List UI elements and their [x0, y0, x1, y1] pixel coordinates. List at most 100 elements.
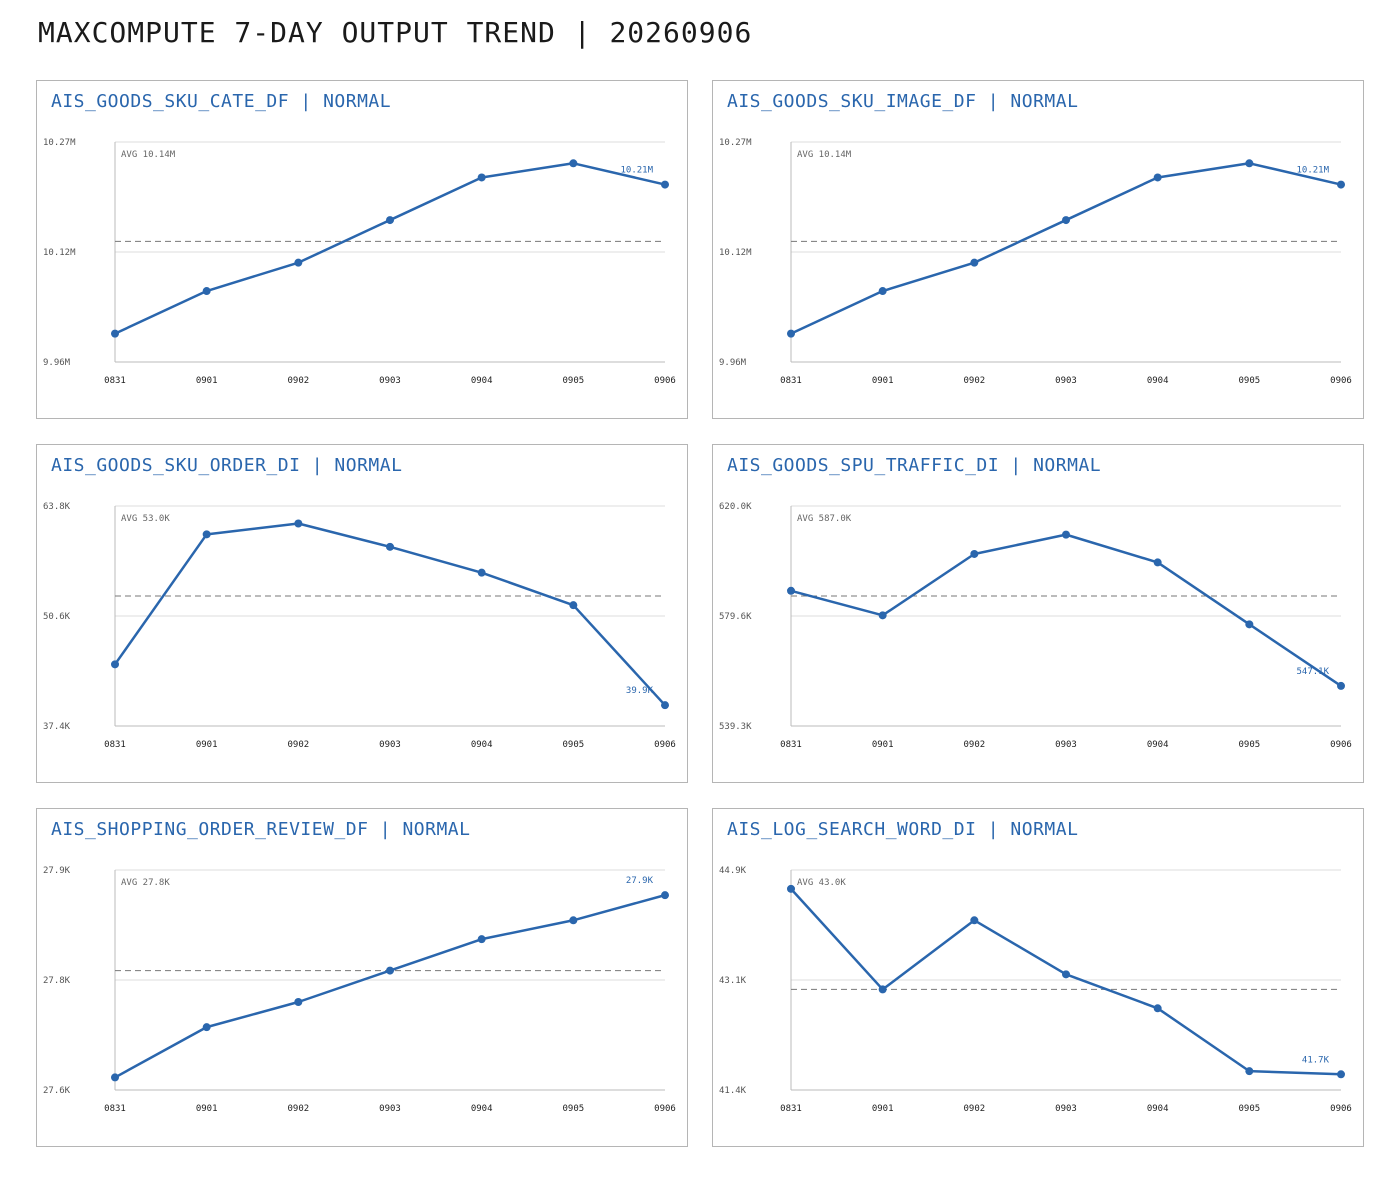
- x-tick-label: 0903: [379, 1104, 401, 1114]
- data-point: [787, 329, 795, 338]
- x-tick-label: 0905: [562, 376, 584, 386]
- series-line: [790, 533, 1342, 687]
- x-tick-label: 0904: [1147, 1104, 1169, 1114]
- chart-panel-search-word: AIS_LOG_SEARCH_WORD_DI | NORMAL 44.9K 43.…: [712, 808, 1364, 1147]
- chart-svg: 63.8K 50.6K 37.4K 0831 0901 0902 0903 0904 0905 0…: [43, 502, 676, 750]
- data-point: [1337, 180, 1345, 189]
- data-point: [386, 216, 394, 225]
- data-point: [970, 258, 979, 267]
- x-tick-label: 0901: [872, 740, 894, 750]
- x-tick-label: 0906: [1330, 740, 1352, 750]
- last-value-label: 39.9K: [626, 686, 654, 696]
- x-tick-label: 0904: [471, 376, 493, 386]
- data-point: [787, 884, 795, 893]
- data-point: [294, 258, 303, 267]
- x-tick-label: 0831: [780, 1104, 802, 1114]
- chart-svg: 44.9K 43.1K 41.4K 0831 0901 0902 0903 0904 0905 0…: [719, 866, 1352, 1114]
- data-point: [1062, 216, 1070, 225]
- y-tick-label: 37.4K: [43, 722, 71, 732]
- data-point: [970, 549, 979, 558]
- data-point: [878, 287, 887, 296]
- y-tick-label: 44.9K: [719, 866, 747, 876]
- chart-title: AIS_SHOPPING_ORDER_REVIEW_DF | NORMAL: [51, 819, 471, 840]
- x-tick-label: 0906: [1330, 376, 1352, 386]
- chart-svg: 10.27M 10.12M 9.96M 0831 0901 0902 0903 0904 090…: [43, 138, 676, 386]
- x-tick-label: 0904: [471, 740, 493, 750]
- data-point: [386, 542, 394, 551]
- data-point: [202, 1023, 211, 1032]
- data-point: [294, 998, 303, 1006]
- y-tick-label: 27.9K: [43, 866, 71, 876]
- data-point: [111, 329, 119, 338]
- x-tick-label: 0903: [1055, 1104, 1077, 1114]
- x-tick-label: 0831: [104, 1104, 126, 1114]
- y-tick-label: 10.12M: [43, 248, 76, 258]
- data-point: [878, 985, 887, 994]
- data-point: [787, 586, 795, 595]
- x-tick-label: 0903: [1055, 376, 1077, 386]
- series-line: [790, 162, 1342, 335]
- chart-panel-spu-traffic: AIS_GOODS_SPU_TRAFFIC_DI | NORMAL 620.0K…: [712, 444, 1364, 783]
- x-tick-label: 0903: [379, 376, 401, 386]
- series-line: [114, 893, 666, 1079]
- y-tick-label: 10.27M: [719, 138, 752, 148]
- average-label: AVG 43.0K: [797, 878, 846, 888]
- average-label: AVG 27.8K: [121, 878, 170, 888]
- data-point: [661, 180, 669, 189]
- data-point: [477, 568, 486, 577]
- x-tick-label: 0906: [654, 1104, 676, 1114]
- data-point: [1337, 1070, 1345, 1079]
- x-tick-label: 0906: [1330, 1104, 1352, 1114]
- chart-svg: 10.27M 10.12M 9.96M 0831 0901 0902 0903 0904 090…: [719, 138, 1352, 386]
- x-tick-label: 0901: [196, 740, 218, 750]
- last-value-label: 27.9K: [626, 876, 654, 886]
- y-tick-label: 50.6K: [43, 612, 71, 622]
- x-tick-label: 0903: [1055, 740, 1077, 750]
- x-tick-label: 0831: [780, 740, 802, 750]
- data-point: [477, 173, 486, 182]
- data-point: [1245, 620, 1254, 629]
- y-tick-label: 27.6K: [43, 1086, 71, 1096]
- data-point: [1062, 530, 1070, 539]
- data-point: [1062, 970, 1070, 979]
- x-tick-label: 0905: [562, 1104, 584, 1114]
- data-point: [1153, 1004, 1162, 1013]
- y-tick-label: 43.1K: [719, 976, 747, 986]
- x-tick-label: 0904: [1147, 740, 1169, 750]
- data-point: [569, 159, 578, 168]
- average-label: AVG 10.14M: [797, 150, 852, 160]
- data-point: [294, 519, 303, 528]
- chart-panel-sku-image: AIS_GOODS_SKU_IMAGE_DF | NORMAL 10.27M 10…: [712, 80, 1364, 419]
- data-point: [661, 701, 669, 710]
- chart-title: AIS_GOODS_SPU_TRAFFIC_DI | NORMAL: [727, 455, 1102, 476]
- last-value-label: 10.21M: [1296, 166, 1329, 176]
- chart-title: AIS_GOODS_SKU_CATE_DF | NORMAL: [51, 91, 392, 112]
- x-tick-label: 0902: [287, 376, 309, 386]
- x-tick-label: 0902: [287, 1104, 309, 1114]
- page-title: MAXCOMPUTE 7-DAY OUTPUT TREND | 20260906: [38, 16, 753, 49]
- last-value-label: 41.7K: [1302, 1055, 1330, 1065]
- y-tick-label: 10.27M: [43, 138, 76, 148]
- data-point: [1153, 558, 1162, 567]
- x-tick-label: 0831: [104, 376, 126, 386]
- data-point: [878, 611, 887, 620]
- chart-panel-order-review: AIS_SHOPPING_ORDER_REVIEW_DF | NORMAL 27…: [36, 808, 688, 1147]
- chart-svg: 27.9K 27.8K 27.6K 0831 0901 0902 0903 0904 0905 0…: [43, 866, 676, 1114]
- data-point: [1245, 1067, 1254, 1076]
- x-tick-label: 0901: [872, 376, 894, 386]
- x-tick-label: 0902: [963, 1104, 985, 1114]
- y-tick-label: 9.96M: [43, 358, 71, 368]
- x-tick-label: 0831: [104, 740, 126, 750]
- x-tick-label: 0906: [654, 740, 676, 750]
- x-tick-label: 0903: [379, 740, 401, 750]
- y-tick-label: 9.96M: [719, 358, 747, 368]
- average-label: AVG 10.14M: [121, 150, 176, 160]
- x-tick-label: 0905: [1238, 740, 1260, 750]
- data-point: [1337, 681, 1345, 690]
- chart-panel-sku-order: AIS_GOODS_SKU_ORDER_DI | NORMAL 63.8K 50.…: [36, 444, 688, 783]
- data-point: [569, 916, 578, 925]
- data-point: [202, 287, 211, 296]
- chart-title: AIS_LOG_SEARCH_WORD_DI | NORMAL: [727, 819, 1079, 840]
- x-tick-label: 0904: [471, 1104, 493, 1114]
- data-point: [111, 1073, 119, 1082]
